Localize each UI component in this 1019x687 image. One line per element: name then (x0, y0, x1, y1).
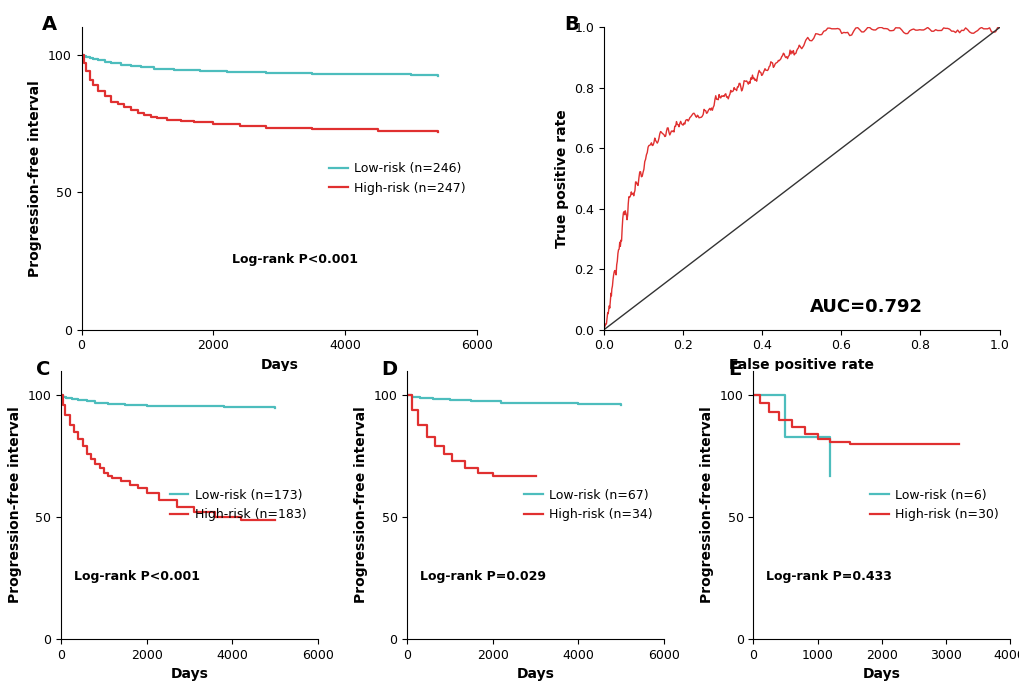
X-axis label: Days: Days (260, 358, 299, 372)
Text: D: D (381, 360, 397, 379)
Text: Log-rank P=0.029: Log-rank P=0.029 (420, 570, 545, 583)
Y-axis label: Progression-free interval: Progression-free interval (700, 407, 713, 603)
Text: A: A (42, 15, 57, 34)
Text: C: C (36, 360, 50, 379)
Text: AUC=0.792: AUC=0.792 (809, 297, 922, 315)
Legend: Low-risk (n=6), High-risk (n=30): Low-risk (n=6), High-risk (n=30) (864, 484, 1003, 526)
Legend: Low-risk (n=173), High-risk (n=183): Low-risk (n=173), High-risk (n=183) (164, 484, 311, 526)
X-axis label: Days: Days (516, 667, 554, 682)
Text: E: E (728, 360, 741, 379)
Text: Log-rank P<0.001: Log-rank P<0.001 (74, 570, 200, 583)
Text: Log-rank P=0.433: Log-rank P=0.433 (765, 570, 892, 583)
Y-axis label: Progression-free interval: Progression-free interval (354, 407, 368, 603)
Y-axis label: True positive rate: True positive rate (554, 109, 568, 248)
Text: B: B (564, 15, 579, 34)
X-axis label: False positive rate: False positive rate (729, 358, 873, 372)
Legend: Low-risk (n=67), High-risk (n=34): Low-risk (n=67), High-risk (n=34) (519, 484, 657, 526)
Y-axis label: Progression-free interval: Progression-free interval (8, 407, 22, 603)
Text: Log-rank P<0.001: Log-rank P<0.001 (231, 254, 358, 267)
Legend: Low-risk (n=246), High-risk (n=247): Low-risk (n=246), High-risk (n=247) (324, 157, 471, 200)
X-axis label: Days: Days (862, 667, 900, 682)
X-axis label: Days: Days (170, 667, 208, 682)
Y-axis label: Progression-free interval: Progression-free interval (29, 80, 43, 277)
